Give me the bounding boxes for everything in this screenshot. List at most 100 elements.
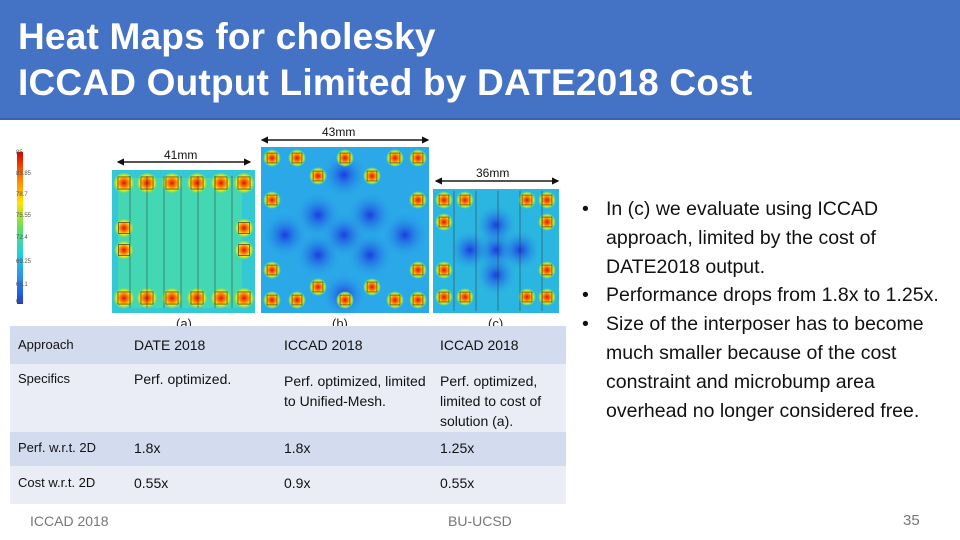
chiplet-outline <box>438 216 450 228</box>
chiplet-outline <box>366 170 378 182</box>
scale-label: 85 <box>16 150 23 156</box>
cool-zone <box>476 255 516 295</box>
bullet-item: • In (c) we evaluate using ICCAD approach… <box>582 195 952 281</box>
hotspot <box>263 191 281 209</box>
hotspot <box>409 291 427 309</box>
hotspot <box>386 291 404 309</box>
hotspot <box>263 149 281 167</box>
table-cell: DATE 2018 <box>134 326 284 364</box>
table-cell: 1.25x <box>440 432 566 466</box>
chiplet-outline <box>312 170 324 182</box>
dimension-label-a: 41mm <box>164 148 198 162</box>
chiplet-outline <box>412 152 424 164</box>
comparison-table: Approach DATE 2018 ICCAD 2018 ICCAD 2018… <box>10 326 566 504</box>
chiplet-outline <box>266 294 278 306</box>
hotspot <box>435 213 453 231</box>
heat-map-a <box>112 170 255 313</box>
chiplet-outline <box>291 294 303 306</box>
table-cell: 0.9x <box>284 466 440 504</box>
chiplet-outline <box>459 194 471 206</box>
table-cell: Perf. optimized, limited to cost of solu… <box>440 364 566 432</box>
cool-zone <box>476 205 516 245</box>
dimension-label-c: 36mm <box>476 166 510 180</box>
chiplet-outline <box>237 176 251 190</box>
hotspot <box>336 149 354 167</box>
row-header: Perf. w.r.t. 2D <box>10 432 134 466</box>
hotspot <box>114 218 134 238</box>
chiplet-outline <box>291 152 303 164</box>
hotspot <box>538 213 556 231</box>
hotspot <box>336 291 354 309</box>
chiplet-outline <box>412 294 424 306</box>
table-cell: Perf. optimized. <box>134 364 284 432</box>
hotspot <box>409 261 427 279</box>
chiplet-outline <box>438 264 450 276</box>
chiplet-outline <box>412 264 424 276</box>
cool-zone <box>383 213 427 257</box>
table-cell: ICCAD 2018 <box>440 326 566 364</box>
hotspot <box>186 287 208 309</box>
cool-zone <box>263 213 307 257</box>
cool-zone <box>322 213 366 257</box>
chiplet-outline <box>438 291 450 303</box>
row-header: Specifics <box>10 364 134 432</box>
scale-label: 81.85 <box>16 171 32 177</box>
chiplet-outline <box>521 194 533 206</box>
chiplet-outline <box>459 291 471 303</box>
table-cell: 0.55x <box>440 466 566 504</box>
chiplet-outline <box>339 294 351 306</box>
table-cell: ICCAD 2018 <box>284 326 440 364</box>
hotspot <box>288 291 306 309</box>
hotspot <box>113 287 135 309</box>
table-cell: Perf. optimized, limited to Unified-Mesh… <box>284 364 440 432</box>
cool-zone <box>450 230 490 270</box>
table-cell: 0.55x <box>134 466 284 504</box>
hotspot <box>234 218 254 238</box>
bullet-item: • Performance drops from 1.8x to 1.25x. <box>582 281 952 310</box>
hotspot <box>456 191 474 209</box>
chiplet-outline <box>266 264 278 276</box>
chiplet-outline <box>266 152 278 164</box>
bullet-text: Performance drops from 1.8x to 1.25x. <box>606 284 939 307</box>
hotspot <box>288 149 306 167</box>
slide-title-line-2: ICCAD Output Limited by DATE2018 Cost <box>18 62 753 103</box>
heat-map-c <box>433 189 559 313</box>
scale-label: 72.4 <box>16 235 28 241</box>
hotspot <box>435 191 453 209</box>
row-header: Cost w.r.t. 2D <box>10 466 134 504</box>
scale-label: 69.25 <box>16 259 32 265</box>
hotspot <box>234 240 254 260</box>
bullet-item: • Size of the interposer has to become mu… <box>582 310 952 425</box>
hotspot <box>538 191 556 209</box>
hotspot <box>263 291 281 309</box>
scale-label: 78.7 <box>16 192 28 198</box>
chiplet-outline <box>190 291 204 305</box>
row-header: Approach <box>10 326 134 364</box>
temperature-colorbar <box>17 152 23 304</box>
title-bar: Heat Maps for cholesky ICCAD Output Limi… <box>0 0 960 120</box>
hotspot <box>538 261 556 279</box>
chiplet-outline <box>118 222 130 234</box>
hotspot <box>113 172 135 194</box>
table-cell: 1.8x <box>134 432 284 466</box>
bullet-list: • In (c) we evaluate using ICCAD approach… <box>582 195 952 425</box>
bullet-text: Size of the interposer has to become muc… <box>606 313 924 422</box>
hotspot <box>386 149 404 167</box>
hotspot <box>210 172 232 194</box>
slide-title-line-1: Heat Maps for cholesky <box>18 16 436 57</box>
hotspot <box>263 261 281 279</box>
hotspot <box>309 167 327 185</box>
hotspot <box>363 167 381 185</box>
scale-label: 64 <box>16 299 23 305</box>
chiplet-outline <box>521 291 533 303</box>
chiplet-outline <box>366 281 378 293</box>
chiplet-outline <box>266 194 278 206</box>
chiplet-outline <box>339 152 351 164</box>
chiplet-outline <box>389 152 401 164</box>
hotspot <box>435 288 453 306</box>
scale-label: 66.1 <box>16 282 28 288</box>
footer-affiliation: BU-UCSD <box>448 513 512 529</box>
cool-zone <box>322 153 366 197</box>
hotspot <box>309 278 327 296</box>
